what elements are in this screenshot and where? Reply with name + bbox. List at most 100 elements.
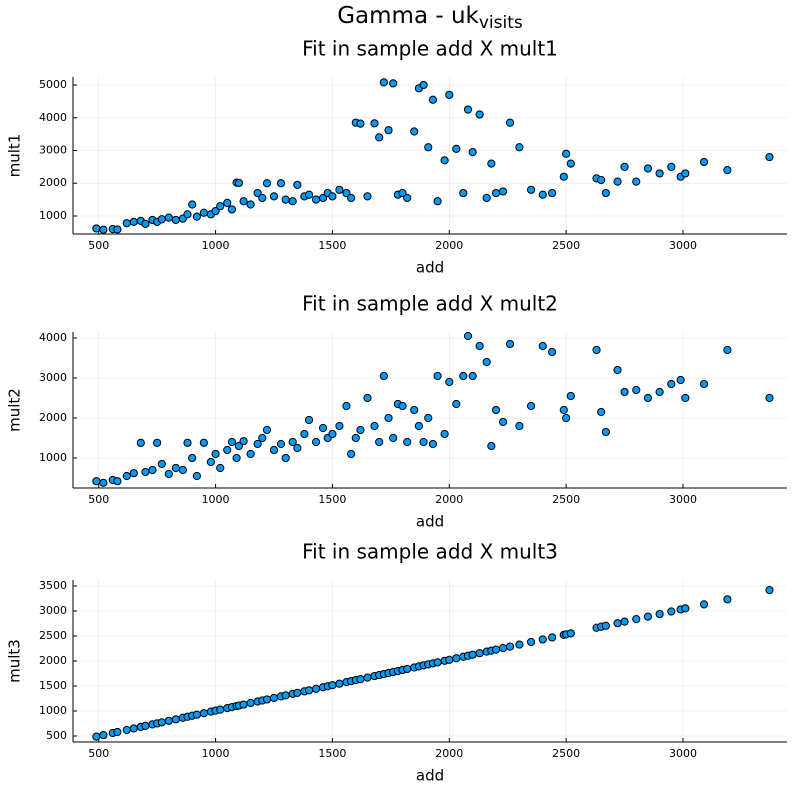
point [129, 217, 138, 226]
point [414, 421, 423, 431]
point [765, 586, 774, 595]
point [363, 673, 372, 682]
point [246, 200, 255, 209]
point [211, 449, 220, 459]
point [505, 642, 515, 651]
point [363, 192, 372, 201]
point [342, 401, 351, 411]
point [239, 437, 248, 446]
point [491, 188, 501, 198]
point [234, 178, 244, 188]
point [227, 205, 237, 214]
point [370, 421, 379, 431]
point [281, 453, 290, 463]
point [459, 371, 468, 381]
point [601, 427, 610, 437]
point [164, 469, 173, 479]
point [463, 105, 473, 114]
point [192, 471, 201, 481]
point [183, 438, 192, 447]
x-axis-label: add [416, 513, 444, 531]
point [613, 619, 622, 628]
y-tick-label: 3000 [39, 604, 67, 617]
point [601, 621, 610, 630]
point [253, 439, 262, 449]
point [157, 718, 166, 727]
point [655, 387, 664, 397]
point [122, 219, 131, 228]
suptitle-subscript: visits [479, 13, 523, 33]
point [632, 615, 641, 624]
y-tick-label: 1500 [39, 679, 67, 692]
y-tick-label: 2000 [39, 411, 67, 424]
y-tick-label: 1000 [39, 451, 67, 464]
point [632, 385, 641, 395]
point [398, 401, 407, 411]
point [129, 724, 138, 733]
point [148, 465, 157, 475]
point [601, 188, 610, 198]
point [206, 457, 215, 467]
point [515, 143, 524, 152]
point [428, 439, 438, 449]
point [335, 185, 344, 194]
point [452, 144, 461, 153]
point [667, 379, 676, 389]
point [643, 164, 653, 173]
point [445, 90, 454, 99]
x-axis-label: add [416, 767, 444, 785]
point [440, 156, 449, 165]
x-axis-label: add [416, 259, 444, 277]
point [468, 371, 477, 381]
y-axis-label: mult3 [6, 639, 24, 683]
point [171, 215, 180, 225]
point [223, 445, 232, 455]
x-tick-label: 2500 [552, 239, 580, 252]
point [424, 413, 433, 423]
point [559, 405, 568, 415]
point [505, 339, 515, 349]
point [258, 193, 267, 203]
point [643, 393, 653, 403]
point [445, 655, 454, 664]
point [526, 637, 536, 647]
y-tick-label: 3500 [39, 579, 67, 592]
point [246, 449, 255, 459]
point [379, 371, 388, 381]
point [482, 193, 491, 203]
y-axis-label: mult2 [6, 388, 24, 432]
point [183, 210, 192, 219]
point [538, 341, 547, 351]
point [99, 225, 108, 234]
point [216, 705, 225, 714]
point [419, 80, 428, 90]
panel-title: Fit in sample add X mult1 [302, 37, 558, 61]
point [566, 391, 575, 401]
point [410, 405, 419, 415]
point [424, 143, 433, 152]
point [311, 684, 321, 693]
x-tick-label: 500 [88, 493, 109, 506]
point [681, 604, 690, 613]
point [452, 399, 461, 409]
point [681, 393, 690, 403]
point [463, 331, 473, 341]
point [548, 188, 557, 198]
x-tick-label: 500 [88, 747, 109, 760]
point [699, 157, 709, 167]
point [597, 175, 606, 185]
point [347, 449, 356, 459]
x-tick-label: 2000 [435, 747, 463, 760]
point [515, 640, 524, 649]
point [227, 437, 237, 447]
point [643, 612, 653, 621]
point [171, 715, 180, 724]
y-tick-label: 500 [46, 729, 67, 742]
point [262, 695, 272, 704]
point [281, 195, 290, 204]
y-tick-label: 3000 [39, 144, 67, 157]
point [620, 387, 629, 397]
point [723, 595, 732, 604]
point [699, 600, 709, 609]
point [452, 654, 461, 663]
